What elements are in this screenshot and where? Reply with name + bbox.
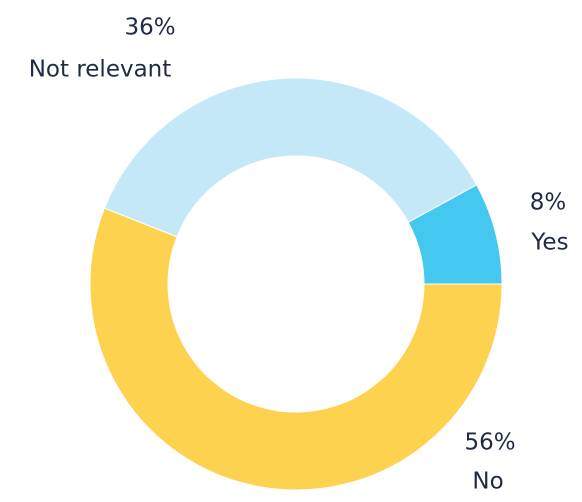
- donut-slice: [89, 207, 503, 491]
- donut-slice: [103, 77, 478, 238]
- category-label: Yes: [530, 230, 568, 256]
- value-label: 56%: [464, 430, 515, 456]
- value-label: 8%: [530, 190, 567, 216]
- category-label: No: [472, 469, 503, 495]
- category-label: Not relevant: [29, 57, 172, 83]
- value-label: 36%: [124, 15, 175, 41]
